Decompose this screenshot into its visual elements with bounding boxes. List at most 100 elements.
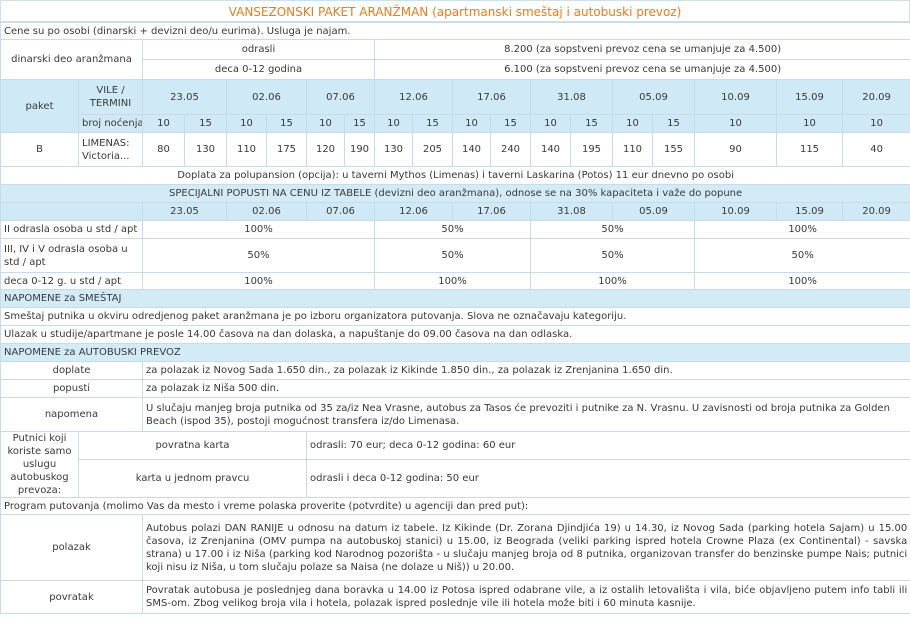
price-cell: 130: [184, 132, 227, 167]
discount-value: 50%: [142, 238, 375, 273]
price-table: Cene su po osobi (dinarski + devizni deo…: [0, 22, 910, 614]
discount-value: 100%: [693, 220, 910, 239]
nights-cell: 15: [652, 114, 695, 133]
special-date: 05.09: [612, 202, 695, 221]
ticket-type: karta u jednom pravcu: [78, 459, 307, 498]
date-header: 12.06: [374, 79, 453, 115]
discount-value: 100%: [142, 220, 375, 239]
lodging-notes-heading: NAPOMENE za SMEŠTAJ: [0, 289, 910, 308]
price-cell: 40: [841, 132, 910, 167]
nights-cell: 10: [226, 114, 267, 133]
date-header: 23.05: [142, 79, 227, 115]
date-header: 05.09: [612, 79, 695, 115]
price-cell: 190: [344, 132, 375, 167]
bus-note-text: U slučaju manjeg broja putnika od 35 za/…: [141, 397, 910, 432]
nights-cell: 10: [306, 114, 345, 133]
nights-cell: 10: [142, 114, 185, 133]
dinar-price-children: 6.100 (za sopstveni prevoz cena se umanj…: [373, 59, 910, 80]
transport-only-label: Putnici koji koriste samo uslugu autobus…: [0, 431, 79, 498]
nights-cell: 15: [570, 114, 613, 133]
special-date: 15.09: [776, 202, 843, 221]
discount-value: 50%: [374, 220, 531, 239]
date-header: 15.09: [776, 79, 843, 115]
discount-value: 100%: [374, 272, 531, 290]
price-cell: 115: [776, 132, 843, 167]
lodging-note: Smeštaj putnika u okviru odredjenog pake…: [0, 307, 910, 326]
price-cell: 90: [694, 132, 777, 167]
program-label-departure: polazak: [0, 514, 143, 581]
discount-value: 100%: [693, 272, 910, 290]
nights-cell: 10: [776, 114, 843, 133]
special-empty-cell: [0, 202, 143, 221]
nights-cell: 10: [374, 114, 413, 133]
vile-termini-header: VILE / TERMINI: [78, 79, 143, 115]
special-date: 12.06: [374, 202, 453, 221]
discount-value: 50%: [693, 238, 910, 273]
villa-name: LIMENAS: Victoria...: [78, 132, 143, 167]
special-date: 17.06: [452, 202, 531, 221]
nights-label: broj noćenja: [78, 114, 143, 133]
bus-note-label: napomena: [0, 397, 143, 432]
special-date: 07.06: [306, 202, 375, 221]
special-date: 20.09: [841, 202, 910, 221]
nights-cell: 15: [344, 114, 375, 133]
nights-cell: 15: [490, 114, 531, 133]
price-cell: 110: [612, 132, 653, 167]
nights-cell: 10: [612, 114, 653, 133]
date-header: 10.09: [694, 79, 777, 115]
program-label-return: povratak: [0, 580, 143, 614]
program-heading: Program putovanja (molimo Vas da mesto i…: [0, 497, 910, 515]
price-cell: 175: [266, 132, 307, 167]
paket-code: B: [0, 132, 79, 167]
discount-row-label: II odrasla osoba u std / apt: [0, 220, 143, 239]
special-discounts-heading: SPECIJALNI POPUSTI NA CENU IZ TABELE (de…: [0, 184, 910, 203]
price-cell: 120: [306, 132, 345, 167]
nights-cell: 10: [694, 114, 777, 133]
date-header: 20.09: [841, 79, 910, 115]
price-cell: 195: [570, 132, 613, 167]
special-date: 02.06: [226, 202, 307, 221]
price-cell: 155: [652, 132, 695, 167]
page-title: VANSEZONSKI PAKET ARANŽMAN (apartmanski …: [0, 0, 910, 22]
nights-cell: 10: [841, 114, 910, 133]
discount-value: 50%: [530, 220, 695, 239]
date-header: 31.08: [530, 79, 613, 115]
half-board-note: Doplata za polupansion (opcija): u taver…: [0, 166, 910, 185]
lodging-note: Ulazak u studije/apartmane je posle 14.0…: [0, 325, 910, 344]
discount-value: 50%: [374, 238, 531, 273]
discount-value: 100%: [142, 272, 375, 290]
nights-cell: 10: [530, 114, 571, 133]
dinar-who-adults: odrasli: [142, 39, 375, 60]
price-cell: 130: [374, 132, 413, 167]
date-header: 02.06: [226, 79, 307, 115]
discount-row-label: deca 0-12 g. u std / apt: [0, 272, 143, 290]
dinar-part-label: dinarski deo aranžmana: [0, 39, 143, 80]
bus-note-label: doplate: [0, 361, 143, 380]
dinar-price-adults: 8.200 (za sopstveni prevoz cena se umanj…: [373, 39, 910, 60]
special-date: 31.08: [530, 202, 613, 221]
bus-note-text: za polazak iz Niša 500 din.: [141, 379, 910, 398]
date-header: 17.06: [452, 79, 531, 115]
dinar-who-children: deca 0-12 godina: [142, 59, 375, 80]
price-cell: 110: [226, 132, 267, 167]
ticket-type: povratna karta: [78, 430, 307, 461]
discount-value: 100%: [530, 272, 695, 290]
price-cell: 205: [412, 132, 453, 167]
price-cell: 240: [490, 132, 531, 167]
discount-value: 50%: [530, 238, 695, 273]
price-cell: 140: [452, 132, 491, 167]
nights-cell: 10: [452, 114, 491, 133]
price-cell: 80: [142, 132, 185, 167]
ticket-price: odrasli: 70 eur; deca 0-12 godina: 60 eu…: [305, 430, 910, 461]
discount-row-label: III, IV i V odrasla osoba u std / apt: [0, 238, 143, 273]
nights-cell: 15: [412, 114, 453, 133]
date-header: 07.06: [306, 79, 375, 115]
program-return-text: Povratak autobusa je poslednjeg dana bor…: [141, 580, 910, 614]
bus-notes-heading: NAPOMENE za AUTOBUSKI PREVOZ: [0, 343, 910, 362]
bus-note-text: za polazak iz Novog Sada 1.650 din., za …: [141, 361, 910, 380]
price-intro: Cene su po osobi (dinarski + devizni deo…: [0, 22, 910, 40]
special-date: 10.09: [694, 202, 777, 221]
special-date: 23.05: [142, 202, 227, 221]
nights-cell: 15: [266, 114, 307, 133]
